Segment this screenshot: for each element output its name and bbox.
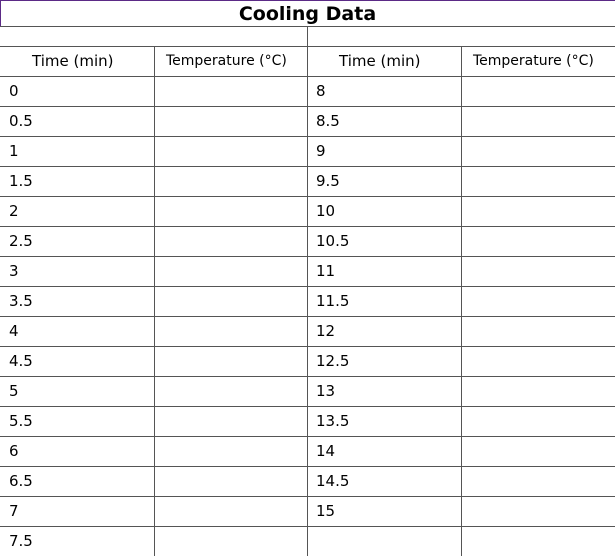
time-cell: 15 — [316, 502, 336, 520]
table-row-line — [0, 106, 615, 107]
time-cell: 10.5 — [316, 232, 350, 250]
table-row-line — [0, 136, 615, 137]
time-cell: 0 — [9, 82, 19, 100]
time-cell: 8.5 — [316, 112, 340, 130]
table-row-line — [0, 166, 615, 167]
time-cell: 11.5 — [316, 292, 350, 310]
table-row-line — [0, 226, 615, 227]
table-row-line — [0, 196, 615, 197]
time-cell: 0.5 — [9, 112, 33, 130]
time-cell: 9 — [316, 142, 326, 160]
table-row-line — [0, 526, 615, 527]
time-cell: 7 — [9, 502, 19, 520]
time-cell: 14 — [316, 442, 336, 460]
table-row-line — [0, 406, 615, 407]
time-cell: 5 — [9, 382, 19, 400]
table-row-line — [0, 286, 615, 287]
time-cell: 13 — [316, 382, 336, 400]
time-cell: 12.5 — [316, 352, 350, 370]
time-cell: 5.5 — [9, 412, 33, 430]
time-cell: 3.5 — [9, 292, 33, 310]
time-cell: 2 — [9, 202, 19, 220]
time-cell: 2.5 — [9, 232, 33, 250]
page-border-top — [0, 0, 615, 1]
header-left-time: Time (min) — [32, 52, 114, 70]
table-row-line — [0, 256, 615, 257]
column-divider — [461, 46, 462, 556]
table-row-line — [0, 76, 615, 77]
table-row-line — [0, 376, 615, 377]
table-row-line — [0, 466, 615, 467]
table-row-line — [0, 496, 615, 497]
time-cell: 9.5 — [316, 172, 340, 190]
header-right-temperature: Temperature (°C) — [473, 53, 594, 69]
table-row-line — [0, 436, 615, 437]
title-divider — [0, 26, 615, 27]
column-divider — [154, 46, 155, 556]
time-cell: 7.5 — [9, 532, 33, 550]
time-cell: 1 — [9, 142, 19, 160]
time-cell: 4 — [9, 322, 19, 340]
header-left-temperature: Temperature (°C) — [166, 53, 287, 69]
column-divider — [307, 27, 308, 556]
time-cell: 12 — [316, 322, 336, 340]
time-cell: 3 — [9, 262, 19, 280]
time-cell: 11 — [316, 262, 336, 280]
time-cell: 8 — [316, 82, 326, 100]
table-row-line — [0, 316, 615, 317]
page-border-left — [0, 0, 1, 27]
time-cell: 14.5 — [316, 472, 350, 490]
time-cell: 10 — [316, 202, 336, 220]
page-title: Cooling Data — [238, 3, 377, 25]
time-cell: 6 — [9, 442, 19, 460]
time-cell: 13.5 — [316, 412, 350, 430]
header-right-time: Time (min) — [339, 52, 421, 70]
time-cell: 6.5 — [9, 472, 33, 490]
time-cell: 4.5 — [9, 352, 33, 370]
table-row-line — [0, 346, 615, 347]
time-cell: 1.5 — [9, 172, 33, 190]
